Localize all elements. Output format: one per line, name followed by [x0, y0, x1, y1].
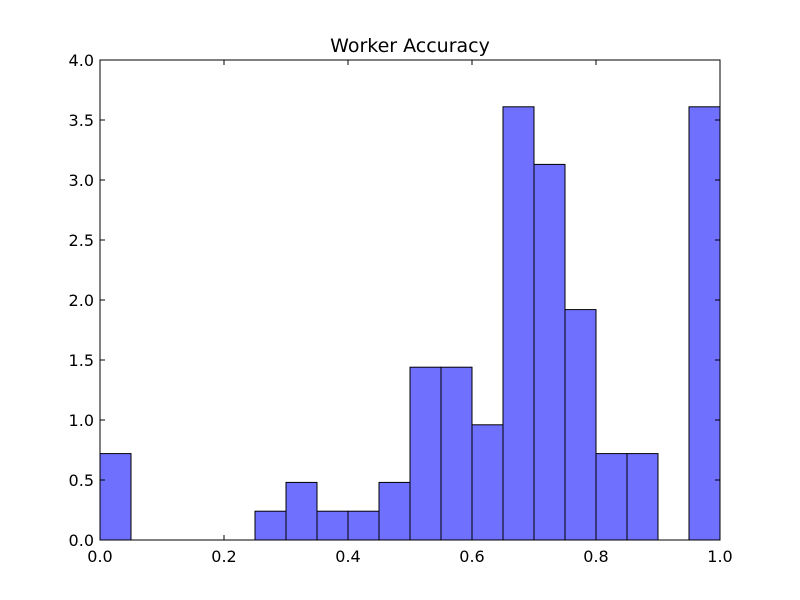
- x-tick-label: 0.2: [211, 547, 236, 566]
- y-tick-labels: 0.0 0.5 1.0 1.5 2.0 2.5 3.0 3.5 4.0: [69, 51, 94, 550]
- x-tick-label: 0.6: [459, 547, 484, 566]
- x-tick-label: 0.4: [335, 547, 360, 566]
- x-tick-label: 0.8: [583, 547, 608, 566]
- histogram-bar: [316, 510, 349, 541]
- y-tick-label: 2.0: [69, 291, 94, 310]
- histogram-bar: [99, 453, 132, 541]
- histogram-bar: [440, 366, 473, 541]
- histogram-bar: [564, 309, 597, 541]
- histogram-bar: [347, 510, 380, 541]
- y-tick-label: 0.5: [69, 471, 94, 490]
- histogram-bar: [626, 453, 659, 541]
- histogram-bar: [409, 366, 442, 541]
- histogram-bar: [688, 106, 721, 541]
- chart-title: Worker Accuracy: [330, 35, 490, 57]
- y-tick-label: 1.5: [69, 351, 94, 370]
- histogram-bar: [378, 481, 411, 541]
- histogram-bar: [533, 163, 566, 541]
- x-tick-labels: 0.0 0.2 0.4 0.6 0.8 1.0: [87, 547, 732, 566]
- y-tick-label: 4.0: [69, 51, 94, 70]
- y-tick-label: 2.5: [69, 231, 94, 250]
- histogram-bar: [254, 510, 287, 541]
- y-tick-label: 3.0: [69, 171, 94, 190]
- bars-group: [99, 106, 721, 541]
- y-tick-label: 1.0: [69, 411, 94, 430]
- y-tick-label: 3.5: [69, 111, 94, 130]
- histogram-bar: [595, 453, 628, 541]
- ticks-group: [99, 59, 721, 541]
- histogram-bar: [471, 424, 504, 541]
- x-tick-label: 0.0: [87, 547, 112, 566]
- histogram-bar: [285, 481, 318, 541]
- x-tick-label: 1.0: [707, 547, 732, 566]
- y-tick-label: 0.0: [69, 531, 94, 550]
- histogram-bar: [502, 106, 535, 541]
